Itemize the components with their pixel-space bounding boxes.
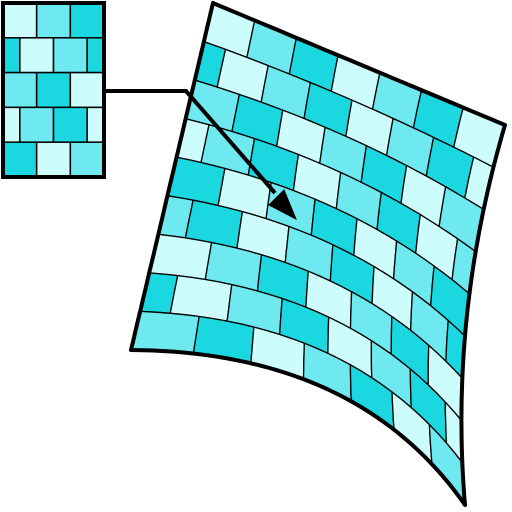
texture-brick [52, 106, 88, 143]
texture-brick [19, 106, 55, 143]
texture-brick [2, 2, 38, 39]
texture-brick [19, 37, 55, 74]
mapping-connector [104, 89, 297, 221]
arrowhead-icon [268, 189, 297, 221]
texture-brick [35, 2, 72, 39]
texture-brick [52, 37, 88, 74]
texture-brick [69, 141, 105, 178]
texture-brick [2, 71, 38, 109]
texture-brick [69, 2, 105, 39]
texture-brick [86, 106, 105, 143]
texture-brick [35, 71, 72, 109]
texture-brick [35, 141, 72, 178]
texture-brick [2, 141, 38, 178]
surface-brick [130, 310, 200, 355]
source-texture-tile [1, 1, 106, 179]
warped-surface [129, 1, 507, 507]
texture-brick [2, 37, 21, 74]
surface-border [129, 1, 507, 507]
texture-brick [86, 37, 105, 74]
texture-brick [2, 106, 21, 143]
connector-line [104, 89, 277, 195]
texture-brick [69, 71, 105, 109]
